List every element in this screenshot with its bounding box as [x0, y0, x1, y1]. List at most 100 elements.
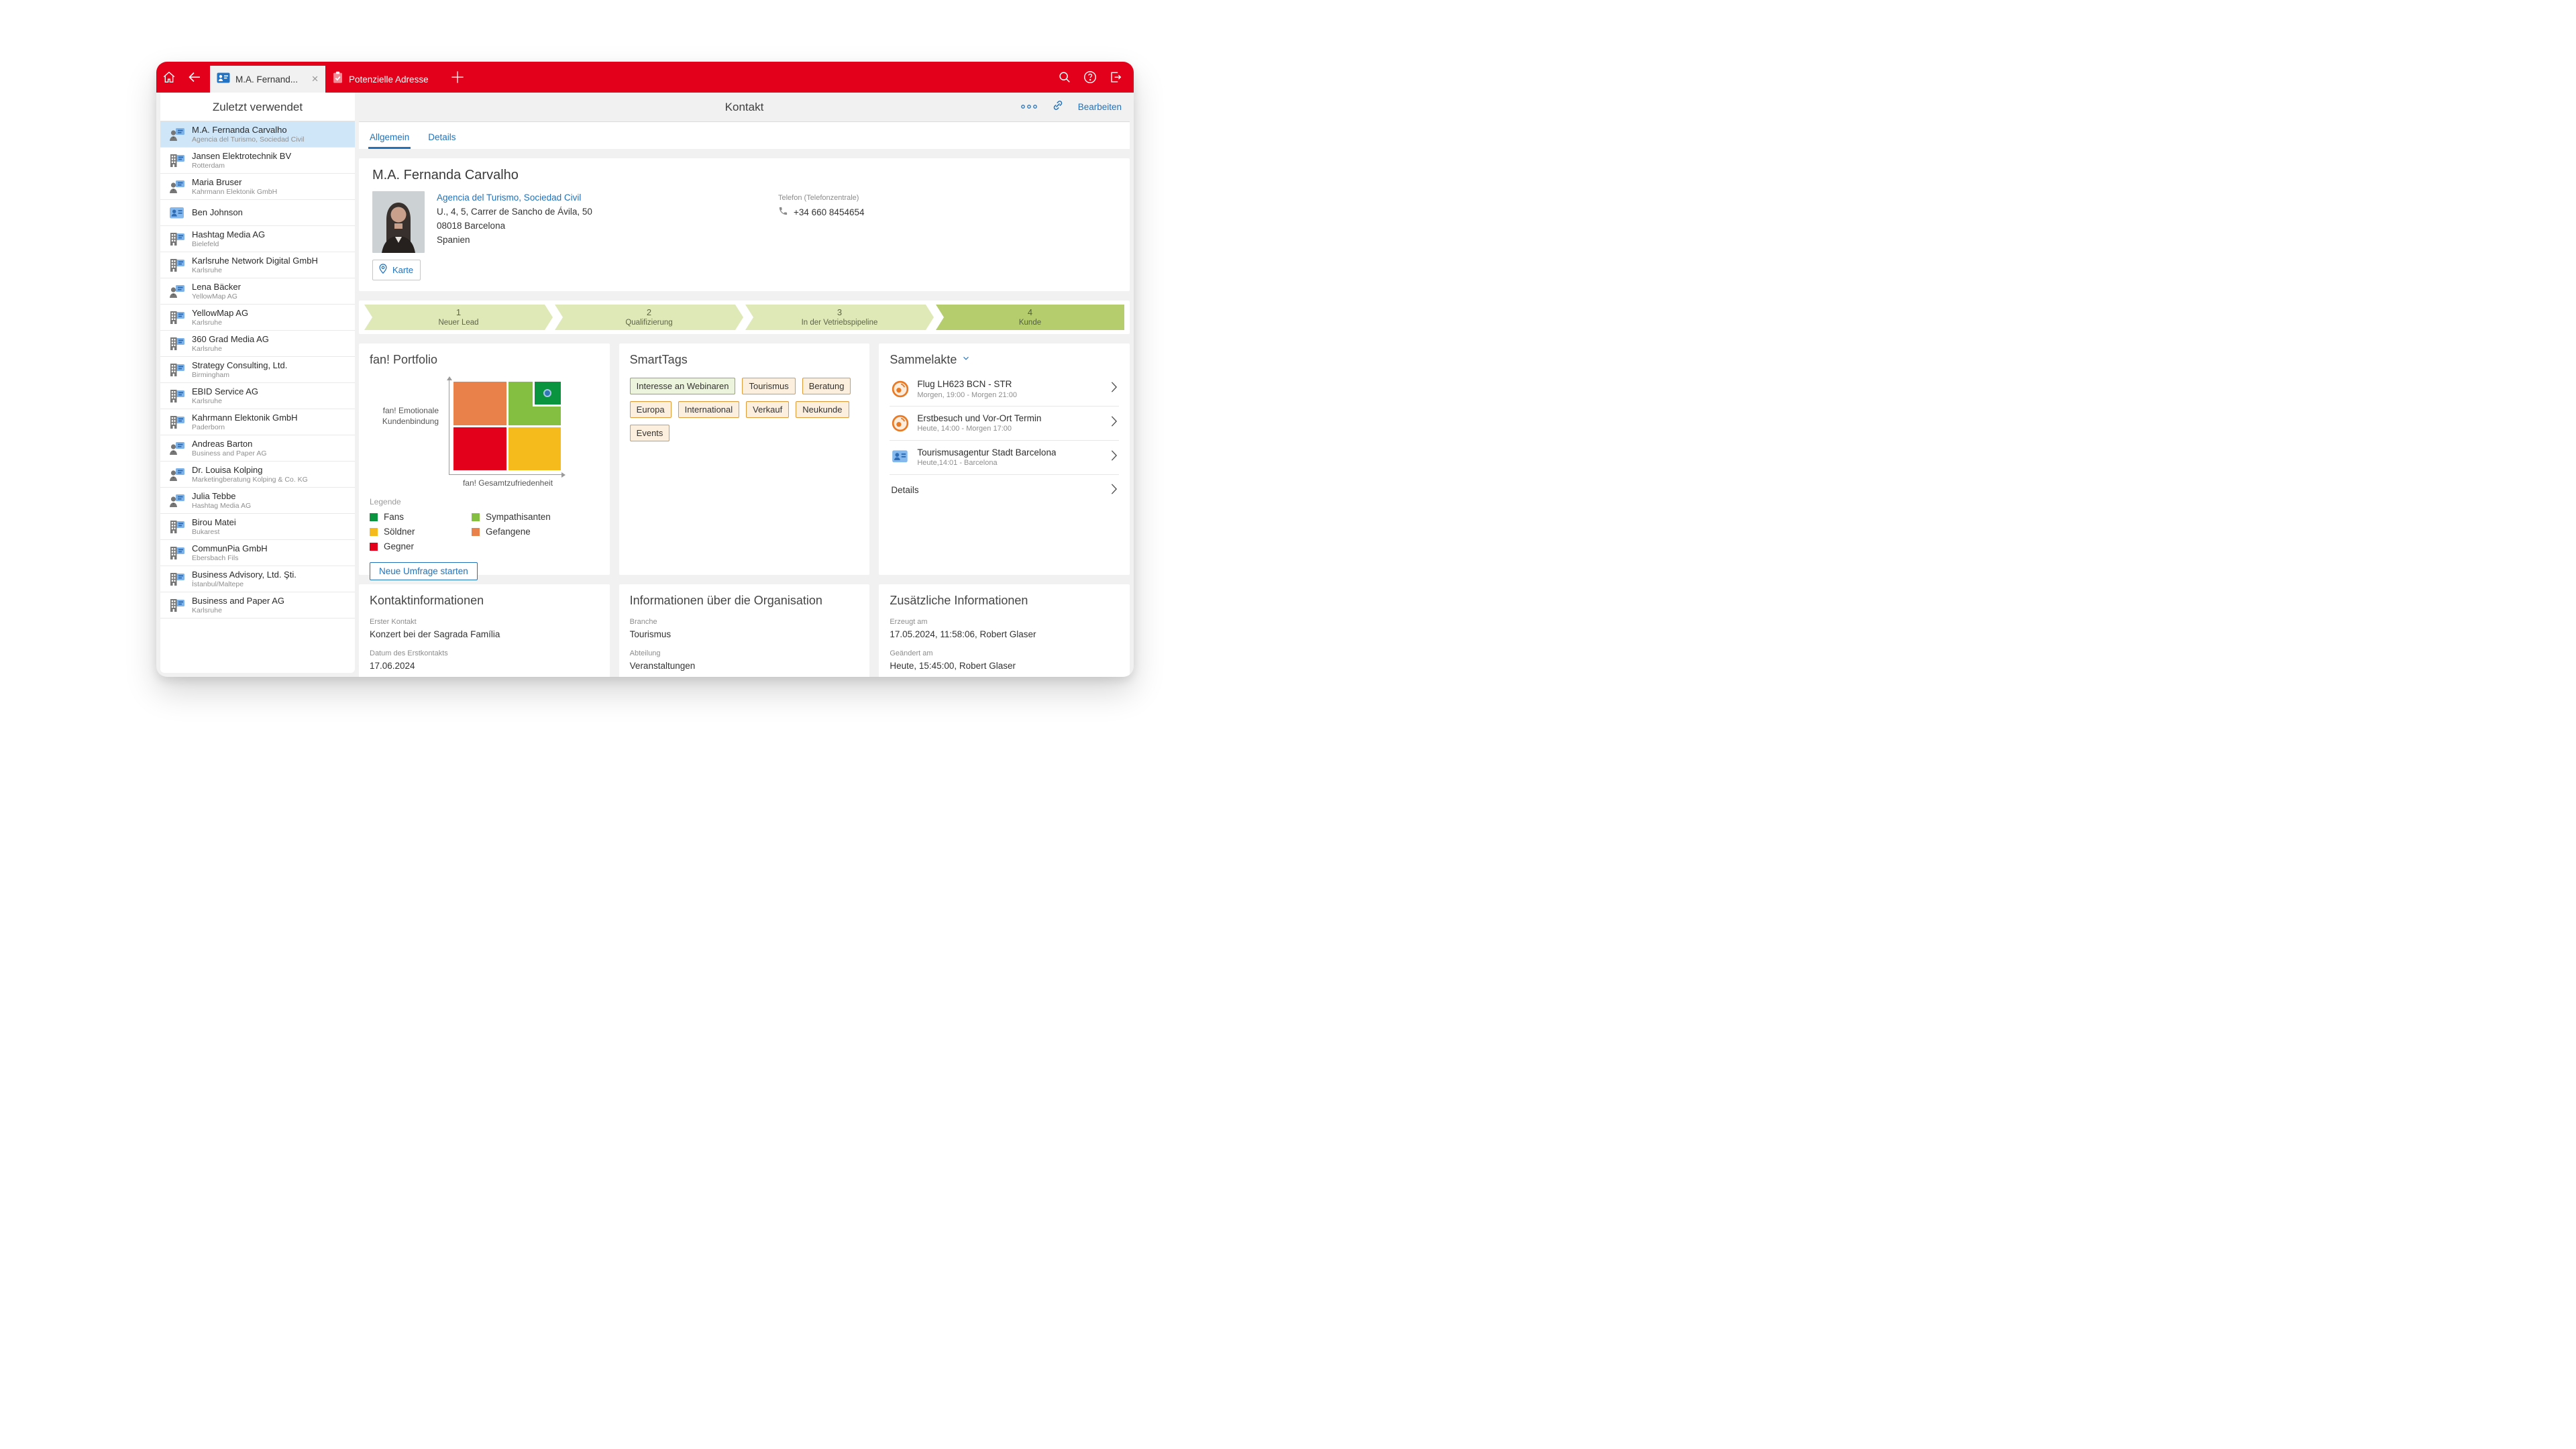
edit-button[interactable]: Bearbeiten: [1077, 102, 1122, 112]
smarttag[interactable]: Neukunde: [796, 401, 849, 418]
pipeline-stage[interactable]: 4 Kunde: [936, 305, 1124, 330]
chevron-right-icon: [1110, 415, 1118, 431]
item-title: Ben Johnson: [192, 207, 243, 218]
smarttag[interactable]: International: [678, 401, 740, 418]
tab-contact-record[interactable]: M.A. Fernand... ✕: [210, 66, 325, 93]
field-label: Erster Kontakt: [370, 618, 417, 626]
window-tabs: M.A. Fernand... ✕ Potenzielle Adressen: [210, 62, 445, 93]
start-survey-button[interactable]: Neue Umfrage starten: [370, 562, 478, 580]
list-item[interactable]: Business Advisory, Ltd. Şti. İstanbul/Ma…: [160, 566, 355, 592]
legend-swatch: [472, 527, 480, 536]
appointment-icon: [891, 414, 910, 433]
company-icon: [168, 598, 186, 612]
details-link[interactable]: Details: [890, 475, 1119, 505]
titlebar-actions: [1052, 62, 1128, 93]
smarttag[interactable]: Verkauf: [746, 401, 790, 418]
tab-details[interactable]: Details: [428, 132, 456, 142]
new-tab-button[interactable]: [445, 62, 470, 93]
smarttag[interactable]: Beratung: [802, 378, 851, 394]
link-icon[interactable]: [1051, 99, 1065, 115]
item-title: Dr. Louisa Kolping: [192, 464, 263, 475]
smarttag[interactable]: Events: [629, 425, 670, 441]
company-icon: [168, 362, 186, 377]
item-subtitle: Bukarest: [192, 527, 220, 536]
home-button[interactable]: [156, 62, 182, 93]
list-item[interactable]: 360 Grad Media AG Karlsruhe: [160, 331, 355, 357]
list-item[interactable]: Maria Bruser Kahrmann Elektonik GmbH: [160, 174, 355, 200]
list-item[interactable]: Karlsruhe Network Digital GmbH Karlsruhe: [160, 252, 355, 278]
zusatzinformationen-card: Zusätzliche Informationen Erzeugt am 17.…: [879, 584, 1130, 677]
legend-item: Gefangene: [472, 527, 551, 537]
list-item[interactable]: Birou Matei Bukarest: [160, 514, 355, 540]
smarttag[interactable]: Europa: [629, 401, 672, 418]
dossier-item[interactable]: Erstbesuch und Vor-Ort Termin Heute, 14:…: [890, 407, 1120, 441]
pipeline-stage[interactable]: 1 Neuer Lead: [364, 305, 553, 330]
stage-label: In der Vetriebspipeline: [801, 318, 878, 327]
legend-item: Gegner: [370, 541, 472, 551]
list-item[interactable]: Business and Paper AG Karlsruhe: [160, 592, 355, 619]
list-item[interactable]: Kahrmann Elektonik GmbH Paderborn: [160, 409, 355, 435]
list-item[interactable]: Ben Johnson: [160, 200, 355, 226]
kontaktinformationen-card: Kontaktinformationen Erster Kontakt Konz…: [359, 584, 610, 677]
list-item[interactable]: Dr. Louisa Kolping Marketingberatung Kol…: [160, 462, 355, 488]
x-axis-label: fan! Gesamtzufriedenheit: [462, 478, 553, 488]
item-title: Kahrmann Elektonik GmbH: [192, 412, 298, 423]
list-item[interactable]: Jansen Elektrotechnik BV Rotterdam: [160, 148, 355, 174]
list-item[interactable]: Andreas Barton Business and Paper AG: [160, 435, 355, 462]
item-title: Business and Paper AG: [192, 595, 285, 606]
portfolio-title: fan! Portfolio: [370, 353, 438, 366]
content-scroll-area[interactable]: M.A. Fernanda Carvalho Agencia del Turis…: [359, 149, 1130, 677]
logout-button[interactable]: [1103, 62, 1128, 93]
list-item[interactable]: CommunPia GmbH Ebersbach Fils: [160, 540, 355, 566]
list-item[interactable]: Lena Bäcker YellowMap AG: [160, 278, 355, 305]
company-link[interactable]: Agencia del Turismo, Sociedad Civil: [437, 193, 582, 203]
item-subtitle: Karlsruhe: [192, 318, 222, 327]
item-subtitle: Kahrmann Elektonik GmbH: [192, 187, 278, 196]
item-subtitle: Birmingham: [192, 370, 230, 379]
smarttag[interactable]: Tourismus: [742, 378, 796, 394]
map-button[interactable]: Karte: [372, 260, 421, 280]
company-icon: [168, 231, 186, 246]
help-icon: [1083, 70, 1097, 85]
list-item[interactable]: EBID Service AG Karlsruhe: [160, 383, 355, 409]
field-label: Erzeugt am: [890, 618, 928, 626]
dossier-item[interactable]: Tourismusagentur Stadt Barcelona Heute,1…: [890, 441, 1120, 475]
sales-pipeline-card: 1 Neuer Lead 2 Qualifizierung: [359, 301, 1130, 334]
item-title: Lena Bäcker: [192, 281, 241, 292]
pipeline: 1 Neuer Lead 2 Qualifizierung: [364, 305, 1124, 330]
dossier-item[interactable]: Flug LH623 BCN - STR Morgen, 19:00 - Mor…: [890, 372, 1120, 407]
list-item[interactable]: YellowMap AG Karlsruhe: [160, 305, 355, 331]
clipboard-check-icon: [332, 71, 343, 87]
contact-icon: [168, 179, 186, 194]
smarttag[interactable]: Interesse an Webinaren: [629, 378, 736, 394]
contact-photo: [372, 191, 425, 253]
sammelakte-card: Sammelakte Flug L: [879, 343, 1130, 575]
chevron-down-icon[interactable]: [961, 354, 971, 366]
contact-icon: [168, 127, 186, 142]
tab-potential-addresses[interactable]: Potenzielle Adressen: [325, 66, 445, 93]
customer-position-marker: [543, 388, 552, 397]
close-tab-icon[interactable]: ✕: [311, 74, 319, 84]
pipeline-stage[interactable]: 2 Qualifizierung: [555, 305, 743, 330]
back-button[interactable]: [182, 62, 207, 93]
record-tabs: Allgemein Details: [359, 122, 1130, 149]
search-button[interactable]: [1052, 62, 1077, 93]
tab-allgemein[interactable]: Allgemein: [368, 132, 411, 149]
list-item[interactable]: M.A. Fernanda Carvalho Agencia del Turis…: [160, 121, 355, 148]
quadrant-gefangene: [453, 382, 506, 425]
chevron-right-icon: [1110, 381, 1118, 396]
phone-number[interactable]: +34 660 8454654: [794, 207, 865, 217]
field-value: Heute, 15:45:00, Robert Glaser: [890, 661, 1016, 671]
dossier-item-title: Flug LH623 BCN - STR: [917, 379, 1012, 389]
help-button[interactable]: [1077, 62, 1103, 93]
list-item[interactable]: Hashtag Media AG Bielefeld: [160, 226, 355, 252]
pipeline-stage[interactable]: 3 In der Vetriebspipeline: [745, 305, 934, 330]
contact-icon: [168, 284, 186, 299]
list-item[interactable]: Julia Tebbe Hashtag Media AG: [160, 488, 355, 514]
tab-label: M.A. Fernand...: [235, 74, 299, 85]
list-item[interactable]: Strategy Consulting, Ltd. Birmingham: [160, 357, 355, 383]
more-options-icon[interactable]: [1020, 101, 1038, 113]
portfolio-quadrant-chart: fan! Emotionale Kundenbindung: [370, 375, 599, 488]
smarttags-title: SmartTags: [629, 353, 688, 366]
item-subtitle: Karlsruhe: [192, 606, 222, 614]
